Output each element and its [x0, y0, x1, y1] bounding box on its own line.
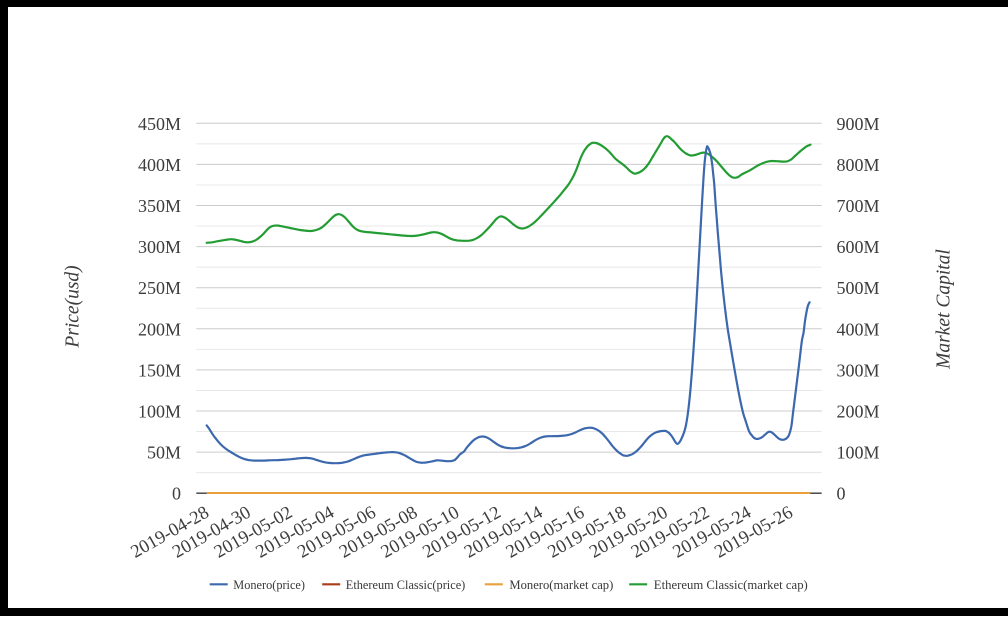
svg-text:Price(usd): Price(usd) — [63, 265, 84, 348]
svg-text:300M: 300M — [837, 360, 880, 380]
svg-text:100M: 100M — [138, 402, 181, 422]
svg-text:Ethereum Classic(price): Ethereum Classic(price) — [346, 577, 466, 592]
svg-text:900M: 900M — [837, 114, 880, 134]
svg-text:150M: 150M — [138, 360, 181, 380]
svg-text:250M: 250M — [138, 278, 181, 298]
svg-text:300M: 300M — [138, 237, 181, 257]
svg-text:450M: 450M — [138, 114, 181, 134]
svg-text:400M: 400M — [837, 319, 880, 339]
svg-text:0: 0 — [172, 484, 181, 504]
svg-text:800M: 800M — [837, 155, 880, 175]
svg-text:Market Capital: Market Capital — [934, 249, 955, 370]
svg-text:Monero(price): Monero(price) — [233, 577, 305, 592]
svg-text:200M: 200M — [138, 319, 181, 339]
svg-text:0: 0 — [837, 484, 846, 504]
svg-text:Monero(market cap): Monero(market cap) — [509, 577, 613, 592]
svg-text:50M: 50M — [147, 443, 181, 463]
svg-text:400M: 400M — [138, 155, 181, 175]
svg-text:700M: 700M — [837, 196, 880, 216]
svg-text:200M: 200M — [837, 402, 880, 422]
svg-text:Ethereum Classic(market cap): Ethereum Classic(market cap) — [654, 577, 808, 592]
svg-text:350M: 350M — [138, 196, 181, 216]
svg-text:600M: 600M — [837, 237, 880, 257]
svg-text:500M: 500M — [837, 278, 880, 298]
svg-text:100M: 100M — [837, 443, 880, 463]
